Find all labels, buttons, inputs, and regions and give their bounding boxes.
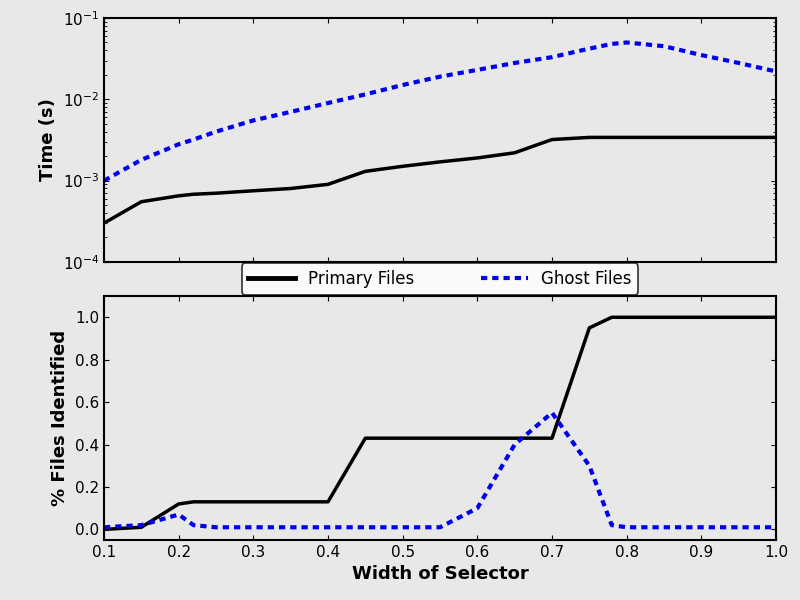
X-axis label: Width of Selector: Width of Selector	[352, 565, 528, 583]
Y-axis label: % Files Identified: % Files Identified	[51, 330, 70, 506]
Legend: Primary Files, Ghost Files: Primary Files, Ghost Files	[242, 263, 638, 295]
Y-axis label: Time (s): Time (s)	[39, 98, 57, 181]
